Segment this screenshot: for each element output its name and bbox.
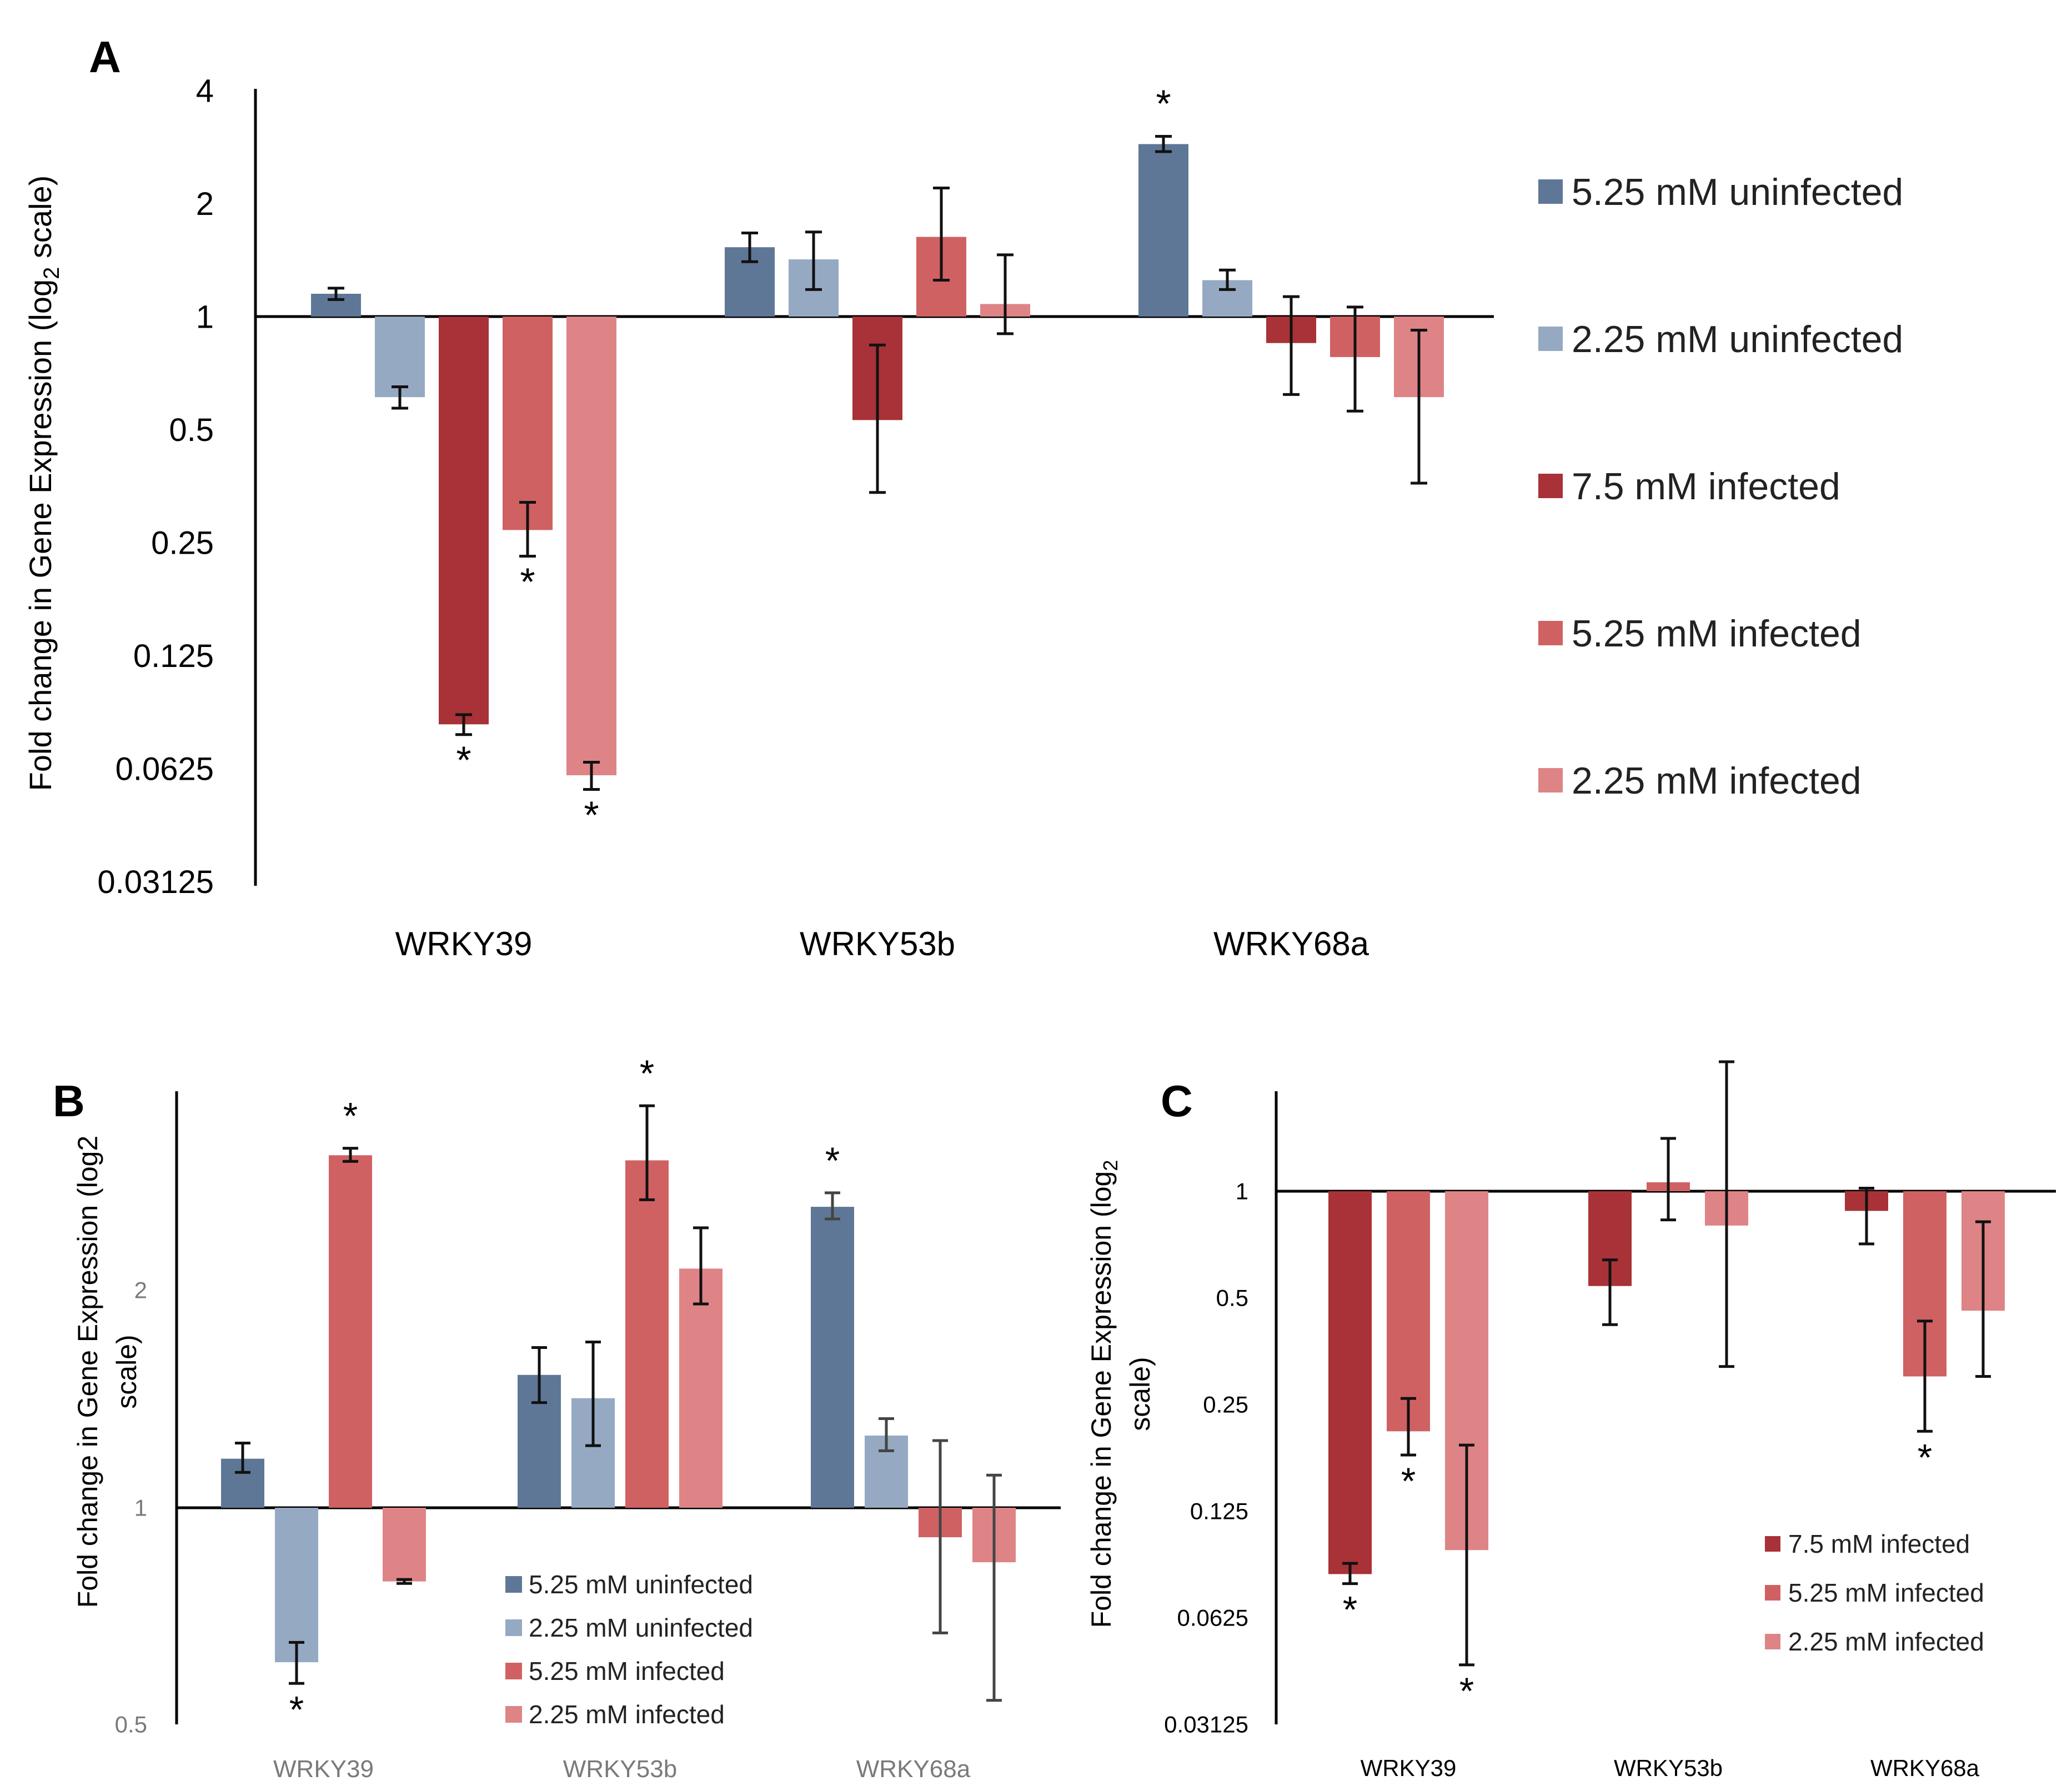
- panel-a-significance-marker: *: [1156, 82, 1171, 126]
- panel-b-label: B: [53, 1076, 85, 1126]
- panel-a-legend-label: 5.25 mM infected: [1572, 613, 1862, 655]
- panel-c-legend-label: 7.5 mM infected: [1788, 1529, 1970, 1558]
- panel-b-legend-label: 2.25 mM infected: [529, 1700, 725, 1729]
- panel-c-significance-marker: *: [1343, 1589, 1357, 1631]
- panel-a-category-label: WRKY53b: [800, 925, 955, 962]
- panel-a-ytick-label: 0.5: [169, 412, 214, 448]
- panel-a-legend-swatch: [1538, 474, 1563, 498]
- panel-b-significance-marker: *: [343, 1095, 358, 1137]
- panel-c-category-label: WRKY39: [1361, 1755, 1457, 1781]
- panel-b-ylabel-line2: scale): [111, 1335, 142, 1408]
- panel-a-ytick-label: 4: [196, 73, 214, 109]
- panel-a-category-label: WRKY39: [395, 925, 533, 962]
- panel-b-legend-swatch: [505, 1619, 522, 1636]
- panel-a-bar: [566, 317, 616, 775]
- panel-b-ytick-label: 0.5: [115, 1712, 147, 1738]
- panel-c-ylabel-sub: 2: [1099, 1160, 1122, 1171]
- panel-a-bar: [375, 317, 425, 398]
- panel-a-legend-label: 2.25 mM infected: [1572, 760, 1862, 802]
- panel-c-ytick-label: 0.5: [1216, 1285, 1248, 1311]
- panel-a-ylabel-sub: 2: [39, 267, 64, 279]
- panel-a-ylabel-main: Fold change in Gene Expression (log: [23, 279, 58, 791]
- panel-c-label: C: [1161, 1076, 1193, 1126]
- panel-c-legend-swatch: [1765, 1634, 1780, 1649]
- panel-a-ytick-label: 0.25: [151, 525, 214, 561]
- panel-a-label: A: [89, 32, 121, 82]
- panel-b-legend-swatch: [505, 1576, 522, 1593]
- panel-a-ytick-label: 0.125: [133, 638, 214, 674]
- panel-b-bar: [679, 1268, 723, 1508]
- panel-a-legend-label: 2.25 mM uninfected: [1572, 318, 1903, 360]
- panel-c-ytick-label: 0.0625: [1177, 1605, 1248, 1631]
- panel-a-significance-marker: *: [520, 560, 535, 603]
- panel-b-legend-label: 5.25 mM uninfected: [529, 1570, 753, 1599]
- panel-c-significance-marker: *: [1918, 1436, 1932, 1478]
- panel-b-category-label: WRKY39: [273, 1755, 374, 1783]
- panel-b-bar: [329, 1155, 372, 1508]
- panel-c-ytick-label: 0.25: [1203, 1392, 1248, 1418]
- panel-c: C Fold change in Gene Expression (log2 s…: [1086, 1060, 2056, 1781]
- panel-b-significance-marker: *: [640, 1052, 654, 1095]
- panel-a-ytick-label: 1: [196, 299, 214, 335]
- panel-b-bar: [383, 1508, 426, 1582]
- panel-b-legend-swatch: [505, 1706, 522, 1723]
- panel-a-significance-marker: *: [584, 794, 599, 837]
- panel-c-significance-marker: *: [1401, 1460, 1416, 1502]
- panel-c-ylabel-line1: Fold change in Gene Expression (log2: [1086, 1160, 1122, 1628]
- panel-c-category-label: WRKY68a: [1870, 1755, 1980, 1781]
- panel-c-category-label: WRKY53b: [1614, 1755, 1723, 1781]
- panel-a-bar: [1138, 144, 1188, 317]
- panel-b-ylabel-line1: Fold change in Gene Expression (log2: [72, 1136, 103, 1608]
- panel-a-ylabel: Fold change in Gene Expression (log2 sca…: [23, 175, 64, 791]
- panel-a-legend-swatch: [1538, 327, 1563, 351]
- panel-c-ytick-label: 0.03125: [1164, 1712, 1248, 1738]
- panel-c-legend-swatch: [1765, 1536, 1780, 1552]
- panel-b-ytick-label: 1: [134, 1495, 147, 1521]
- panel-a-bar: [439, 317, 489, 725]
- panel-a-ytick-label: 0.0625: [116, 751, 214, 787]
- panel-c-ylabel-main: Fold change in Gene Expression (log: [1086, 1171, 1117, 1628]
- panel-b-bar: [811, 1207, 854, 1508]
- panel-a-legend-swatch: [1538, 621, 1563, 645]
- panel-b-legend-label: 2.25 mM uninfected: [529, 1613, 753, 1642]
- panel-a-category-label: WRKY68a: [1213, 925, 1369, 962]
- panel-b-significance-marker: *: [289, 1688, 304, 1730]
- panel-a-ytick-label: 2: [196, 186, 214, 222]
- panel-b-ytick-label: 2: [134, 1277, 147, 1303]
- panel-c-ytick-label: 0.125: [1190, 1498, 1248, 1524]
- panel-c-legend-label: 5.25 mM infected: [1788, 1578, 1984, 1607]
- panel-c-significance-marker: *: [1459, 1670, 1474, 1712]
- panel-a: A Fold change in Gene Expression (log2 s…: [23, 32, 1903, 962]
- panel-a-ytick-label: 0.03125: [97, 864, 214, 900]
- panel-c-bar: [1328, 1191, 1372, 1574]
- panel-b-legend-label: 5.25 mM infected: [529, 1657, 725, 1685]
- panel-b-bar: [275, 1508, 318, 1663]
- panel-b-legend-swatch: [505, 1663, 522, 1679]
- panel-b: B Fold change in Gene Expression (log2 s…: [53, 1052, 1061, 1783]
- panel-b-bar: [625, 1160, 669, 1508]
- panel-a-bar: [503, 317, 553, 530]
- panel-a-legend-label: 7.5 mM infected: [1572, 465, 1840, 508]
- panel-c-ytick-label: 1: [1236, 1178, 1248, 1205]
- panel-a-legend-swatch: [1538, 179, 1563, 204]
- panel-a-legend-label: 5.25 mM uninfected: [1572, 171, 1903, 213]
- panel-b-significance-marker: *: [825, 1140, 840, 1182]
- panel-c-ylabel-line2: scale): [1125, 1357, 1156, 1431]
- panel-b-category-label: WRKY53b: [563, 1755, 677, 1783]
- panel-c-bar: [1387, 1191, 1430, 1432]
- panel-b-category-label: WRKY68a: [856, 1755, 971, 1783]
- panel-c-legend-label: 2.25 mM infected: [1788, 1627, 1984, 1656]
- panel-a-ylabel-tail: scale): [23, 175, 58, 267]
- panel-c-legend-swatch: [1765, 1585, 1780, 1601]
- panel-a-legend-swatch: [1538, 768, 1563, 792]
- panel-a-significance-marker: *: [456, 739, 471, 782]
